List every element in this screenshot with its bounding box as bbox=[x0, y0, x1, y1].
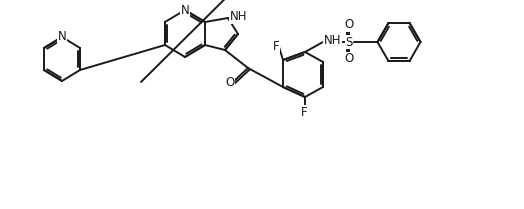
Text: NH: NH bbox=[230, 10, 247, 23]
Text: O: O bbox=[225, 76, 235, 89]
Text: O: O bbox=[344, 52, 354, 65]
Text: O: O bbox=[344, 19, 354, 32]
Text: N: N bbox=[58, 31, 67, 43]
Text: F: F bbox=[272, 40, 279, 52]
Text: NH: NH bbox=[324, 34, 342, 47]
Text: S: S bbox=[345, 36, 353, 48]
Text: N: N bbox=[181, 4, 189, 17]
Text: F: F bbox=[301, 106, 307, 119]
